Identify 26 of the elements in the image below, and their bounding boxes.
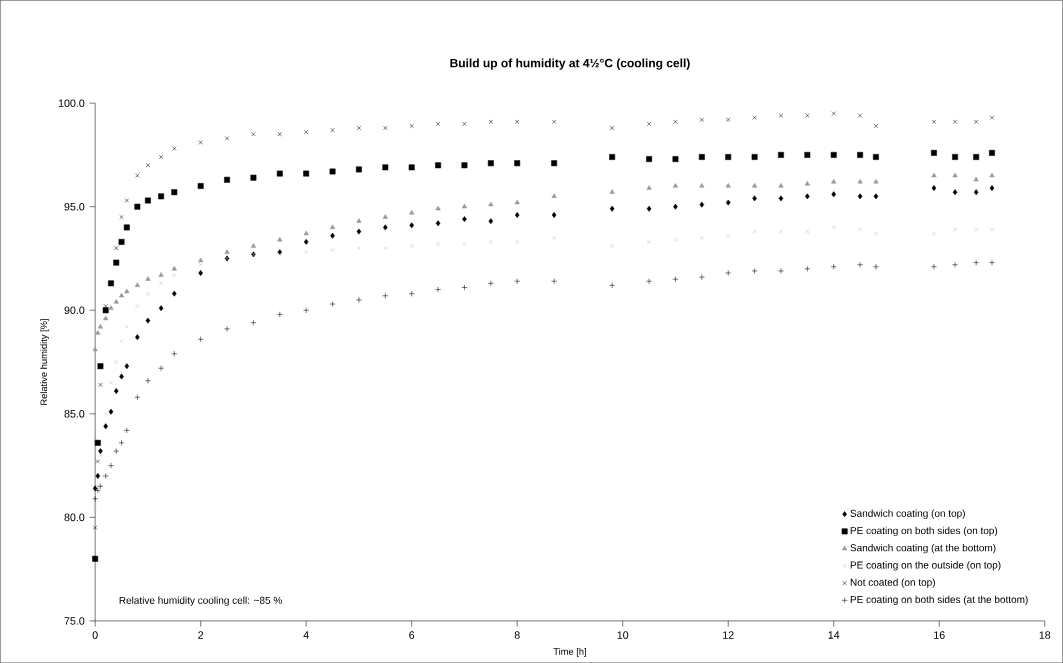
x-tick-label: 2 — [198, 631, 204, 639]
x-tick-label: 12 — [723, 631, 734, 639]
chart-title: Build up of humidity at 4½°C (cooling cell) — [450, 58, 690, 70]
x-tick-label: 6 — [409, 631, 415, 639]
legend-label: Not coated (on top) — [850, 578, 935, 588]
legend-label: PE coating on the outside (on top) — [850, 561, 1001, 571]
legend-label: PE coating on both sides (on top) — [850, 526, 998, 537]
legend-label: Sandwich coating (at the bottom) — [850, 543, 996, 554]
x-tick-label: 0 — [92, 631, 98, 639]
y-tick-label: 90.0 — [64, 306, 85, 314]
x-tick-label: 18 — [1039, 631, 1051, 639]
legend-label: Sandwich coating (on top) — [850, 509, 965, 519]
x-tick-label: 10 — [617, 631, 629, 639]
x-tick-label: 4 — [303, 631, 309, 639]
x-axis-title: Time [h] — [553, 647, 586, 657]
y-tick-label: 85.0 — [64, 409, 85, 418]
y-tick-label: 95.0 — [64, 202, 85, 211]
y-tick-label: 75.0 — [64, 617, 85, 625]
y-tick-label: 100.0 — [58, 99, 85, 107]
legend-label: PE coating on both sides (at the bottom) — [850, 595, 1028, 605]
y-tick-label: 80.0 — [64, 513, 85, 522]
annotation: Relative humidity cooling cell: ~85 % — [119, 596, 282, 606]
x-tick-label: 8 — [514, 631, 520, 639]
x-tick-label: 16 — [934, 631, 945, 639]
y-axis-title: Relative humidity [%] — [40, 319, 49, 405]
x-tick-label: 14 — [828, 631, 840, 639]
